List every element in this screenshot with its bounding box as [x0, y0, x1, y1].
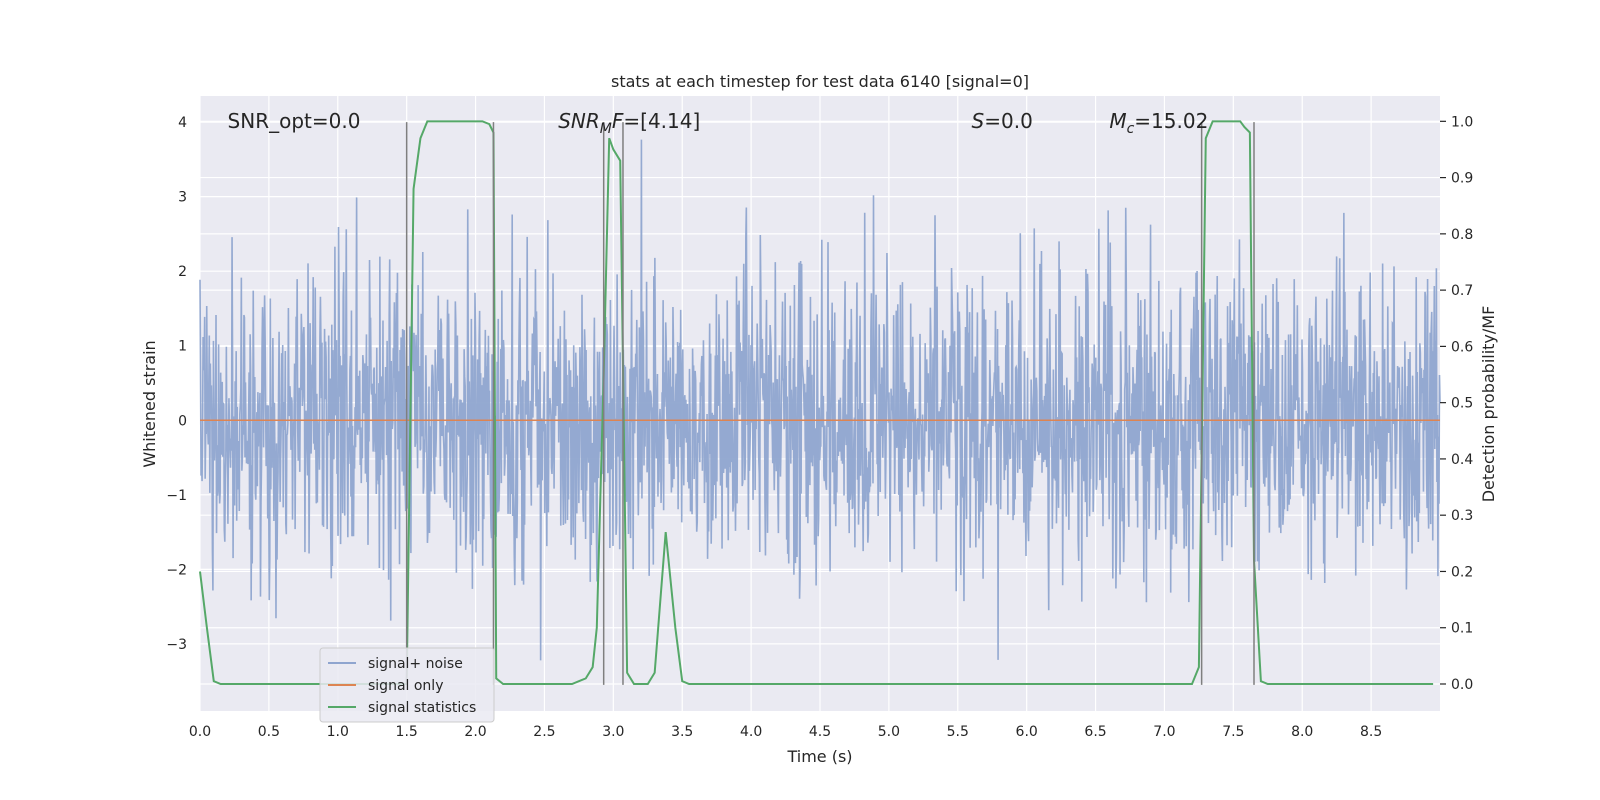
legend-label: signal+ noise: [368, 656, 463, 672]
x-tick-label: 5.0: [878, 724, 900, 740]
legend-box: [319, 647, 495, 723]
x-axis-ticks: 0.0 0.5 1.0 1.5 2.0 2.5 3.0 3.5 4.0 4.5 5.0 5.5 6.0 6…: [189, 724, 1382, 740]
legend-label: signal only: [368, 678, 443, 694]
y2-tick-label: 0.9: [1451, 171, 1473, 187]
x-tick-label: 6.0: [1016, 724, 1038, 740]
y-axis-ticks: 4 3 2 1 0 −1 −2 −3: [166, 115, 187, 653]
x-tick-label: 1.0: [327, 724, 349, 740]
y2-tick-label: 0.6: [1451, 339, 1473, 355]
vertical-markers: [405, 122, 1255, 685]
annotation: SNRMF=[4.14]: [558, 109, 700, 137]
x-axis-label: Time (s): [786, 747, 852, 766]
y2-tick-label: 0.5: [1451, 396, 1473, 412]
y2-axis-ticks: 1.0 0.9 0.8 0.7 0.6 0.5 0.4 0.3 0.2 0.1 0.0: [1440, 114, 1473, 693]
x-tick-label: 3.0: [602, 724, 624, 740]
annotation: Mc=15.02: [1109, 109, 1208, 137]
y-tick-label: 3: [178, 190, 187, 206]
x-tick-label: 0.5: [258, 724, 280, 740]
y-tick-label: 0: [178, 413, 187, 429]
x-tick-label: 5.5: [947, 724, 969, 740]
x-tick-label: 8.5: [1360, 724, 1382, 740]
x-tick-label: 8.0: [1291, 724, 1313, 740]
x-tick-label: 2.0: [464, 724, 486, 740]
annotation: S=0.0: [972, 109, 1033, 133]
y-tick-label: −1: [166, 488, 187, 504]
y2-tick-label: 0.0: [1451, 677, 1473, 693]
y-tick-label: −2: [166, 562, 187, 578]
x-tick-label: 1.5: [396, 724, 418, 740]
x-tick-label: 4.0: [740, 724, 762, 740]
y-tick-label: 4: [178, 115, 187, 131]
y2-tick-label: 0.4: [1451, 452, 1473, 468]
annotations: SNR_opt=0.0 SNRMF=[4.14] S=0.0 Mc=15.02: [228, 109, 1209, 137]
chart-title: stats at each timestep for test data 614…: [611, 72, 1029, 91]
x-tick-label: 4.5: [809, 724, 831, 740]
x-tick-label: 2.5: [533, 724, 555, 740]
y2-tick-label: 0.8: [1451, 227, 1473, 243]
y2-tick-label: 0.7: [1451, 283, 1473, 299]
y-tick-label: 2: [178, 264, 187, 280]
y2-tick-label: 0.2: [1451, 564, 1473, 580]
annotation: SNR_opt=0.0: [228, 109, 361, 133]
y-tick-label: 1: [178, 339, 187, 355]
x-tick-label: 6.5: [1084, 724, 1106, 740]
y2-tick-label: 1.0: [1451, 114, 1473, 130]
y-tick-label: −3: [166, 637, 187, 653]
x-tick-label: 0.0: [189, 724, 211, 740]
y-axis-label: Whitened strain: [140, 340, 159, 467]
y2-tick-label: 0.3: [1451, 508, 1473, 524]
grid: [199, 96, 1440, 711]
legend: signal+ noise signal only signal statistic…: [319, 647, 495, 723]
x-tick-label: 7.0: [1153, 724, 1175, 740]
x-tick-label: 3.5: [671, 724, 693, 740]
legend-label: signal statistics: [368, 700, 476, 716]
y2-tick-label: 0.1: [1451, 621, 1473, 637]
y2-axis-label: Detection probability/MF: [1479, 306, 1498, 503]
x-tick-label: 7.5: [1222, 724, 1244, 740]
